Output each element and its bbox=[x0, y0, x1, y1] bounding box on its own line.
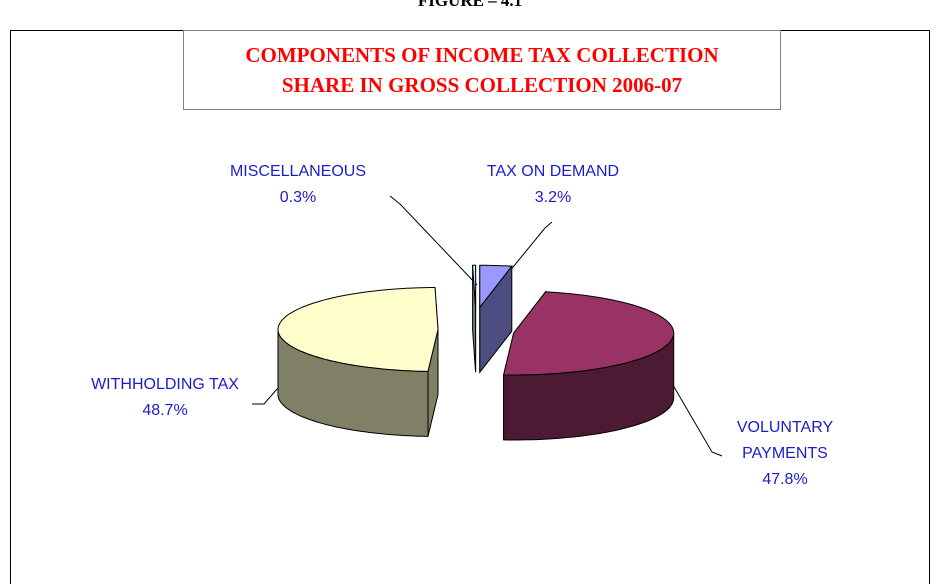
leader-line bbox=[499, 221, 553, 284]
slice-label: TAX ON DEMAND 3.2% bbox=[463, 159, 643, 211]
category-label: TAX ON DEMAND bbox=[486, 163, 620, 180]
category-label: VOLUNTARY PAYMENTS bbox=[736, 419, 834, 462]
title-line: SHARE IN GROSS COLLECTION 2006-07 bbox=[281, 73, 683, 97]
slice bbox=[502, 291, 675, 376]
pie bbox=[277, 264, 675, 441]
leader-line bbox=[389, 195, 478, 286]
slice-label: MISCELLANEOUS 0.3% bbox=[208, 159, 388, 211]
value-label: 48.7% bbox=[142, 402, 188, 419]
leader-line bbox=[669, 379, 723, 457]
figure-label: FIGURE – 4.1 bbox=[417, 0, 523, 10]
frame bbox=[10, 30, 930, 584]
slice bbox=[479, 264, 513, 309]
slice bbox=[472, 264, 477, 308]
value-label: 3.2% bbox=[534, 189, 572, 206]
title-line: COMPONENTS OF INCOME TAX COLLECTION bbox=[245, 43, 719, 67]
chart-title: COMPONENTS OF INCOME TAX COLLECTION SHAR… bbox=[183, 30, 781, 110]
category-label: MISCELLANEOUS bbox=[229, 163, 367, 180]
value-label: 0.3% bbox=[279, 189, 317, 206]
category-label: WITHHOLDING TAX bbox=[91, 376, 239, 393]
slice bbox=[277, 287, 439, 372]
value-label: 47.8% bbox=[762, 471, 808, 488]
slice-label: WITHHOLDING TAX 48.7% bbox=[55, 372, 275, 424]
slice-label: VOLUNTARY PAYMENTS 47.8% bbox=[680, 415, 890, 493]
